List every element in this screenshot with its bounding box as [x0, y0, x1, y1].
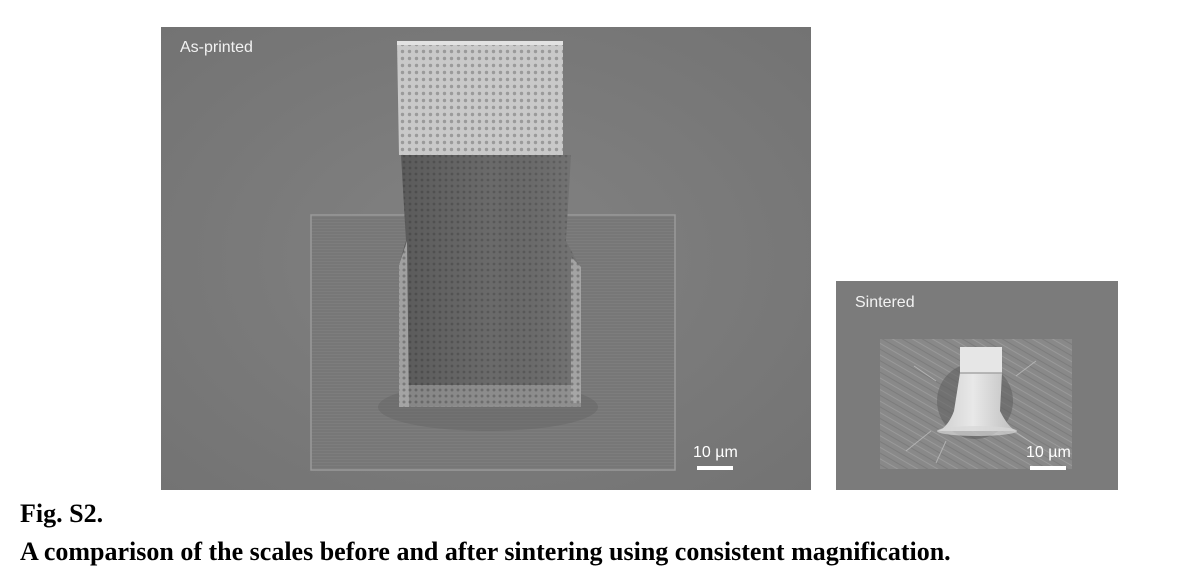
scale-bar-line: [697, 466, 734, 470]
figure-caption: A comparison of the scales before and af…: [20, 537, 951, 566]
panel-label-as-printed: As-printed: [180, 39, 253, 56]
scale-bar-line: [1030, 466, 1067, 470]
scale-bar-as-printed: 10 µm: [693, 445, 738, 470]
scale-bar-sintered: 10 µm: [1026, 445, 1071, 470]
figure-label: Fig. S2.: [20, 499, 104, 528]
scale-bar-label: 10 µm: [1026, 444, 1071, 461]
sem-image-as-printed: As-printed 10 µm: [161, 27, 811, 490]
as-printed-micrograph: [161, 27, 811, 490]
panel-label-sintered: Sintered: [855, 294, 915, 311]
sem-image-sintered: Sintered 10 µm: [836, 281, 1118, 490]
sintered-micrograph: [836, 281, 1118, 490]
scale-bar-label: 10 µm: [693, 444, 738, 461]
